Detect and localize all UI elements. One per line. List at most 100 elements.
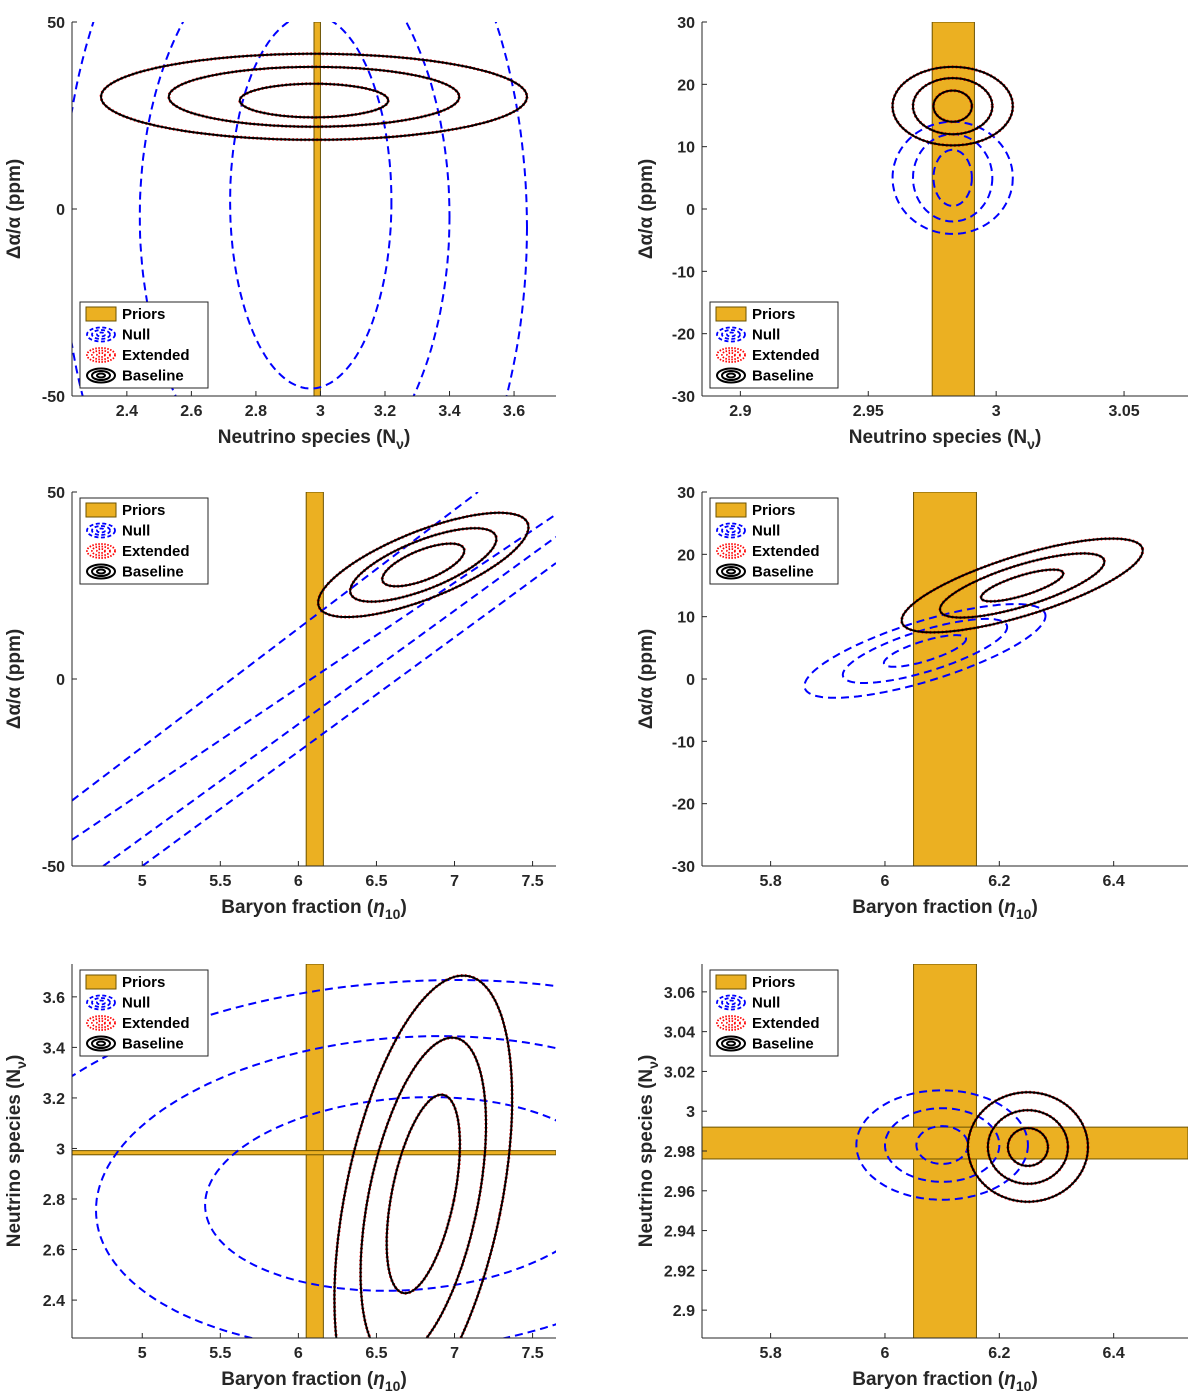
y-axis-label: Neutrino species (Nν) bbox=[4, 1055, 29, 1248]
y-tick-label: 3 bbox=[686, 1104, 695, 1121]
y-tick-label: 20 bbox=[677, 77, 695, 94]
y-axis-label: Neutrino species (Nν) bbox=[636, 1055, 661, 1248]
baseline-contour-2 bbox=[349, 527, 498, 603]
null-contour-line-3 bbox=[102, 536, 556, 866]
legend-label-priors: Priors bbox=[752, 502, 795, 519]
legend-null-swatch-1 bbox=[86, 522, 116, 539]
legend-label-null: Null bbox=[122, 327, 150, 344]
baseline-contour-1 bbox=[381, 542, 466, 588]
x-axis-label-tail: ) bbox=[1031, 1369, 1037, 1390]
legend-null-swatch-2 bbox=[721, 525, 741, 536]
prior-band-1 bbox=[72, 1150, 556, 1156]
x-axis-label-sub: 10 bbox=[385, 1378, 401, 1394]
legend-baseline-swatch-2 bbox=[91, 1038, 111, 1049]
legend-baseline-swatch-1 bbox=[716, 367, 746, 384]
y-tick-label: -30 bbox=[672, 859, 695, 876]
legend-extended-swatch-2 bbox=[91, 349, 111, 361]
legend-label-baseline: Baseline bbox=[752, 564, 814, 581]
x-tick-label: 6.5 bbox=[365, 873, 387, 890]
legend-label-baseline: Baseline bbox=[122, 564, 184, 581]
legend-label-baseline: Baseline bbox=[122, 368, 184, 385]
x-axis-label-text: Baryon fraction ( bbox=[852, 897, 1005, 918]
x-axis-label-sub: 10 bbox=[1016, 906, 1032, 922]
x-tick-label: 7 bbox=[450, 873, 459, 890]
y-tick-label: 0 bbox=[56, 672, 65, 689]
legend-priors-swatch bbox=[715, 502, 747, 518]
y-tick-label: 2.92 bbox=[664, 1263, 695, 1280]
y-tick-label: -10 bbox=[672, 734, 695, 751]
prior-band-0 bbox=[305, 492, 324, 866]
null-contour-3 bbox=[855, 1089, 1029, 1201]
null-contour-3 bbox=[803, 603, 1047, 699]
legend-label-extended: Extended bbox=[122, 1015, 190, 1032]
legend-extended-swatch-1 bbox=[86, 543, 116, 559]
legend-null-swatch-3 bbox=[726, 999, 736, 1006]
legend-baseline-swatch-3 bbox=[726, 372, 736, 379]
x-axis-label-tail: ) bbox=[1035, 427, 1041, 448]
x-tick-label: 2.6 bbox=[180, 403, 202, 420]
legend-baseline-swatch-2 bbox=[721, 566, 741, 577]
x-axis-label-text: Neutrino species (N bbox=[849, 427, 1027, 448]
y-tick-label: 50 bbox=[47, 15, 65, 32]
legend-baseline-swatch-3 bbox=[96, 372, 106, 379]
y-tick-label: 20 bbox=[677, 547, 695, 564]
legend-extended-swatch-3 bbox=[96, 352, 106, 358]
y-axis-label: Δα/α (ppm) bbox=[4, 629, 25, 729]
null-contour-line-4 bbox=[141, 562, 556, 866]
legend-label-extended: Extended bbox=[752, 1015, 820, 1032]
x-axis-label: Baryon fraction (η10) bbox=[852, 1369, 1038, 1394]
y-axis-label-text: Neutrino species (N bbox=[4, 1069, 25, 1247]
x-tick-label: 3.05 bbox=[1108, 403, 1139, 420]
legend-label-priors: Priors bbox=[122, 974, 165, 991]
legend-baseline-swatch-1 bbox=[86, 563, 116, 580]
x-tick-label: 3 bbox=[316, 403, 325, 420]
panel-bottom-left: 5 5.5 6 6.5 7 7.5 2.4 2.6 2.8 3 3.2 3.4 3.6 Baryon fr… bbox=[4, 964, 556, 1394]
legend: Priors Null Extended Baseline bbox=[709, 969, 839, 1057]
y-tick-label: 3.02 bbox=[664, 1064, 695, 1081]
y-tick-label: 3 bbox=[56, 1141, 65, 1158]
null-contour-2 bbox=[884, 1107, 1001, 1183]
x-tick-label: 2.9 bbox=[729, 403, 751, 420]
legend-label-priors: Priors bbox=[122, 502, 165, 519]
extended-contour-3 bbox=[332, 974, 514, 1338]
legend-label-extended: Extended bbox=[752, 543, 820, 560]
legend-baseline-swatch-1 bbox=[716, 563, 746, 580]
baseline-contour-2 bbox=[986, 1109, 1069, 1185]
legend-label-baseline: Baseline bbox=[752, 368, 814, 385]
baseline-contour-3 bbox=[891, 65, 1014, 147]
x-axis-label-sub: ν bbox=[396, 436, 404, 452]
y-tick-label: 3.4 bbox=[43, 1040, 65, 1057]
baseline-contour-1 bbox=[932, 89, 973, 123]
baseline-contour-2 bbox=[167, 65, 461, 128]
plot-area bbox=[702, 964, 1188, 1338]
y-axis-label-text: Δα/α (ppm) bbox=[636, 159, 657, 259]
null-contour-1 bbox=[932, 148, 973, 207]
plot-area bbox=[891, 22, 1015, 396]
panel-bottom-right: 5.8 6 6.2 6.4 2.9 2.92 2.94 2.96 2.98 3 3.02 3.04 3.… bbox=[636, 964, 1188, 1394]
y-tick-label: 2.96 bbox=[664, 1184, 695, 1201]
x-axis-label-eta: η bbox=[373, 897, 385, 918]
y-tick-label: 2.8 bbox=[43, 1192, 65, 1209]
legend-null-swatch-3 bbox=[96, 527, 106, 534]
x-axis-label-text: Baryon fraction ( bbox=[852, 1369, 1005, 1390]
legend-baseline-swatch-1 bbox=[86, 1035, 116, 1052]
x-axis-label-text: Neutrino species (N bbox=[218, 427, 396, 448]
plot-area bbox=[72, 22, 529, 396]
legend: Priors Null Extended Baseline bbox=[79, 301, 209, 389]
legend-label-priors: Priors bbox=[752, 306, 795, 323]
legend-extended-swatch-2 bbox=[721, 1017, 741, 1029]
y-tick-label: 2.4 bbox=[43, 1293, 65, 1310]
x-axis-label-eta: η bbox=[373, 1369, 385, 1390]
x-tick-label: 3.2 bbox=[374, 403, 396, 420]
x-tick-label: 6 bbox=[294, 1345, 303, 1362]
legend-baseline-swatch-2 bbox=[91, 370, 111, 381]
legend-extended-swatch-1 bbox=[86, 347, 116, 363]
baseline-contour-3 bbox=[99, 52, 529, 141]
legend-null-swatch-2 bbox=[91, 329, 111, 340]
baseline-contour-2 bbox=[359, 1036, 487, 1338]
legend-null-swatch-2 bbox=[721, 997, 741, 1008]
y-tick-label: -50 bbox=[42, 389, 65, 406]
y-tick-label: 10 bbox=[677, 610, 695, 627]
x-axis-label-sub: ν bbox=[1027, 436, 1035, 452]
